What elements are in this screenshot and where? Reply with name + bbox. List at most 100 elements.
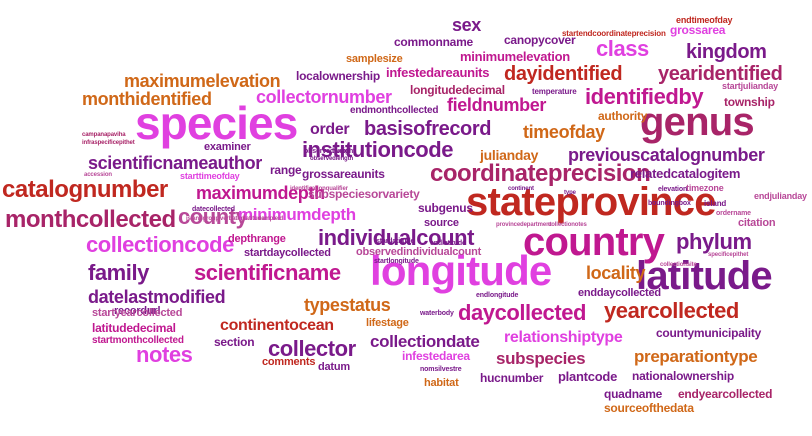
word-continentocean: continentocean (220, 317, 334, 334)
word-township: township (724, 95, 775, 109)
word-subspeciesorvariety: subspeciesorvariety (308, 187, 420, 201)
word-waterbody: waterbody (420, 310, 454, 317)
word-sourceofthedata: sourceofthedata (604, 401, 694, 415)
word-nomsilvestre: nomsilvestre (420, 366, 462, 373)
word-longitude: longitude (370, 247, 552, 294)
word-infestedarea: infestedarea (402, 349, 470, 363)
word-scientificnameauthor: scientificnameauthor (88, 153, 262, 173)
word-basisofrecord: basisofrecord (364, 118, 492, 140)
word-section: section (214, 335, 255, 349)
word-provincedepartment: provincedepartment (496, 222, 552, 228)
word-endtimeofday: endtimeofday (676, 15, 733, 25)
word-specificepithet: specificepithet (708, 252, 749, 258)
word-datum: datum (318, 361, 350, 373)
word-collectioncode: collectioncode (86, 232, 234, 257)
word-preparationtype: preparationtype (634, 347, 758, 366)
word-habitat: habitat (424, 377, 459, 389)
word-previouscatalognumber: previouscatalognumber (568, 145, 765, 165)
word-observedweight: observedweight (304, 148, 356, 155)
word-canopycover: canopycover (504, 33, 576, 47)
word-timeofday: timeofday (523, 122, 605, 142)
word-locality: locality (586, 263, 646, 283)
word-endlongitude: endlongitude (476, 292, 519, 299)
word-maximumelevation: maximumelevation (124, 71, 281, 91)
word-catalognumber: catalognumber (2, 176, 168, 203)
word-endlatitude: endlatitude (430, 240, 466, 247)
word-startjulianday: startjulianday (722, 81, 778, 91)
word-startlatitude: startlatitude (376, 238, 415, 245)
word-julianday: julianday (480, 147, 539, 163)
word-order: order (310, 121, 350, 138)
word-enddaycollected: enddaycollected (578, 287, 661, 299)
word-datelastmodified: datelastmodified (88, 287, 226, 307)
word-latitude: latitude (636, 254, 773, 298)
word-elevation: elevation (658, 186, 688, 193)
word-startlongitude: startlongitude (374, 258, 419, 265)
word-startyearcollected: startyearcollected (92, 307, 183, 319)
word-subgenus: subgenus (418, 201, 473, 215)
word-range: range (270, 163, 302, 177)
word-startendcoordinateprecision: startendcoordinateprecision (562, 29, 666, 38)
word-collectiondate: collectiondate (370, 332, 480, 351)
word-lifestage: lifestage (366, 317, 409, 329)
word-dayidentified: dayidentified (504, 63, 623, 85)
word-island: island (704, 199, 727, 208)
word-starttimeofday: starttimeofday (180, 171, 240, 181)
word-minimumdepth: minimumdepth (238, 205, 356, 224)
word-timezone: timezone (686, 183, 724, 193)
word-plantcode: plantcode (558, 369, 618, 384)
word-recordurl: recordurl (114, 305, 161, 317)
word-type: type (564, 190, 576, 196)
word-commonname: commonname (394, 35, 473, 49)
word-endjulianday: endjulianday (754, 191, 807, 201)
word-quadname: quadname (604, 387, 663, 401)
word-country: country (523, 220, 665, 264)
word-yearcollected: yearcollected (604, 298, 739, 323)
word-institutioncode: institutioncode (302, 137, 454, 162)
word-longitudedecimal: longitudedecimal (410, 83, 505, 97)
word-continent: continent (508, 186, 534, 192)
word-campanapaviha: campanapaviha (82, 132, 126, 138)
word-collectionotes: collectionotes (548, 222, 587, 228)
word-endmonthcollected: endmonthcollected (350, 105, 439, 116)
word-identificationqualifier: identificationqualifier (290, 186, 348, 192)
word-localownership: localownership (296, 69, 380, 83)
word-depthrange: depthrange (228, 233, 286, 245)
word-collectornumber: collectornumber (256, 87, 392, 107)
word-class: class (596, 36, 649, 61)
word-monthidentified: monthidentified (82, 89, 212, 109)
word-daycollected: daycollected (458, 300, 586, 325)
word-latitudedecimal: latitudedecimal (92, 321, 176, 335)
word-temperature: temperature (532, 87, 577, 96)
word-genus: genus (640, 100, 755, 144)
word-islandgroup: islandgroup (186, 216, 220, 222)
word-ordername: ordername (716, 210, 751, 217)
word-yearidentified: yearidentified (658, 63, 783, 85)
word-examiner: examiner (204, 141, 251, 153)
word-nationalownership: nationalownership (632, 369, 734, 383)
word-citation: citation (738, 217, 776, 229)
word-typestatus: typestatus (304, 295, 391, 315)
word-collectionsite: collectionsite (660, 262, 697, 268)
word-phylum: phylum (676, 229, 752, 254)
word-species: species (135, 97, 298, 149)
word-notes: notes (136, 342, 193, 367)
word-accession: accession (84, 172, 112, 178)
word-collector: collector (268, 336, 356, 361)
word-verbatimlatitude: verbatimlatitude (220, 216, 265, 222)
word-relatedcatalogitem: relatedcatalogitem (630, 166, 741, 181)
word-comments: comments (262, 356, 316, 368)
word-observedlength: observedlength (310, 156, 353, 162)
word-minimumelevation: minimumelevation (460, 49, 570, 64)
word-infraspecificepithet: infraspecificepithet (82, 140, 135, 146)
word-identifiedby: identifiedby (585, 84, 704, 109)
word-samplesize: samplesize (346, 53, 403, 65)
word-countymunicipality: countymunicipality (656, 326, 762, 340)
word-observedindividualcount: observedindividualcount (356, 246, 482, 258)
word-county: county (178, 204, 248, 229)
word-infestedareaunits: infestedareaunits (386, 65, 490, 80)
word-authority: authority (598, 109, 648, 123)
word-individualcount: individualcount (318, 225, 474, 250)
word-sampleid: sampleid (258, 216, 284, 222)
